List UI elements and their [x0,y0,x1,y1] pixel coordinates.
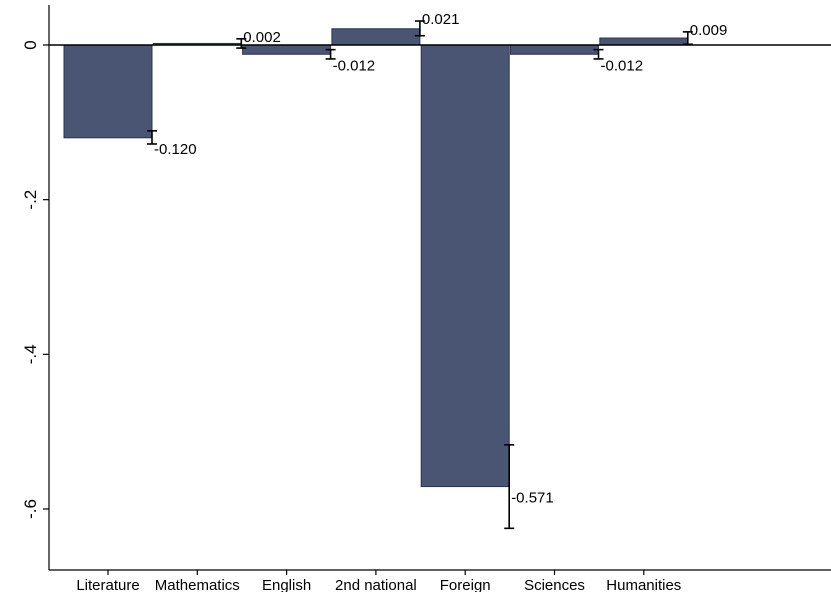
x-tick-label: Humanities [606,577,681,592]
data-label: 0.021 [422,11,460,28]
data-label: 0.002 [243,29,281,46]
data-label: 0.009 [690,22,728,39]
bar [63,44,153,139]
bar [331,28,421,46]
x-tick-label: Sciences [524,577,585,592]
y-tick-label: -.6 [21,499,40,519]
data-labels: -0.120 0.002 -0.012 0.021 -0.571 -0.012 0.009 [154,11,727,507]
y-tick-label: -.4 [21,344,40,364]
bar [599,37,689,46]
error-bars [147,20,693,530]
data-label: -0.120 [154,141,197,158]
x-axis: Literature Mathematics English 2nd national… [49,569,831,592]
x-tick-label: Literature [76,577,139,592]
y-tick-label: 0 [21,40,40,49]
x-tick-label: Foreignlanguages [431,577,500,592]
bar [242,44,332,55]
x-tick-label: English [262,577,311,592]
bars [63,28,689,488]
data-label: -0.571 [511,490,554,507]
bar [510,44,599,55]
x-tick-label: Mathematics [155,577,240,592]
y-axis: 0 -.2 -.4 -.6 [21,5,50,570]
data-label: -0.012 [333,57,376,74]
data-label: -0.012 [601,57,644,74]
x-tick-label: 2nd nationallanguage [335,577,417,592]
y-tick-label: -.2 [21,190,40,210]
bar [420,44,510,488]
